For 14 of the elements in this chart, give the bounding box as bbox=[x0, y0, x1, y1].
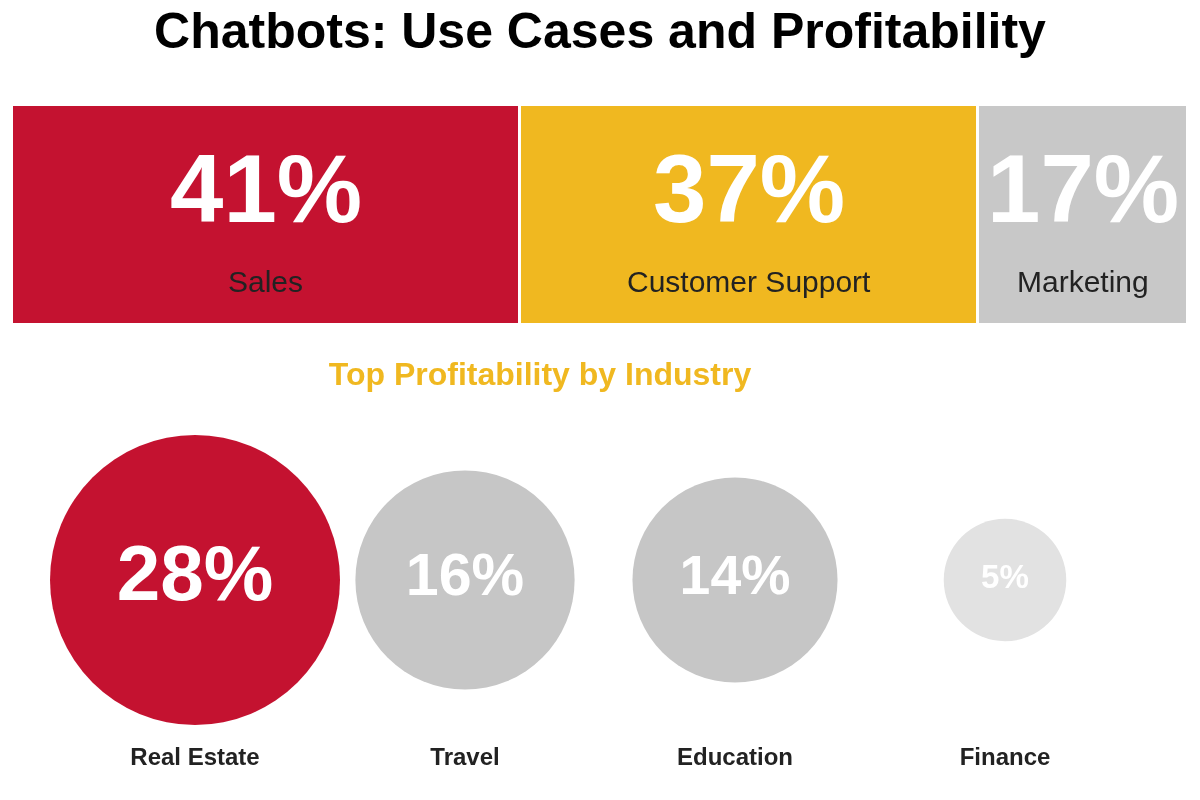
text: Top Profitability by Industry bbox=[328, 356, 752, 393]
data-label: 16% bbox=[405, 540, 525, 608]
category-label: Real Estate bbox=[130, 743, 260, 770]
data-label: 28% bbox=[116, 528, 274, 617]
chart-title: Chatbots: Use Cases and Profitability bbox=[154, 3, 1047, 60]
data-label: 37% bbox=[653, 135, 846, 242]
data-label: 41% bbox=[170, 135, 363, 242]
category-label: Travel bbox=[430, 743, 500, 770]
series-label: Customer Support bbox=[627, 265, 872, 298]
series-label: Sales bbox=[228, 265, 304, 298]
series-label: Marketing bbox=[1017, 265, 1149, 298]
category-label: Finance bbox=[959, 743, 1051, 770]
category-label: Education bbox=[676, 743, 794, 770]
data-label: 14% bbox=[679, 543, 791, 606]
